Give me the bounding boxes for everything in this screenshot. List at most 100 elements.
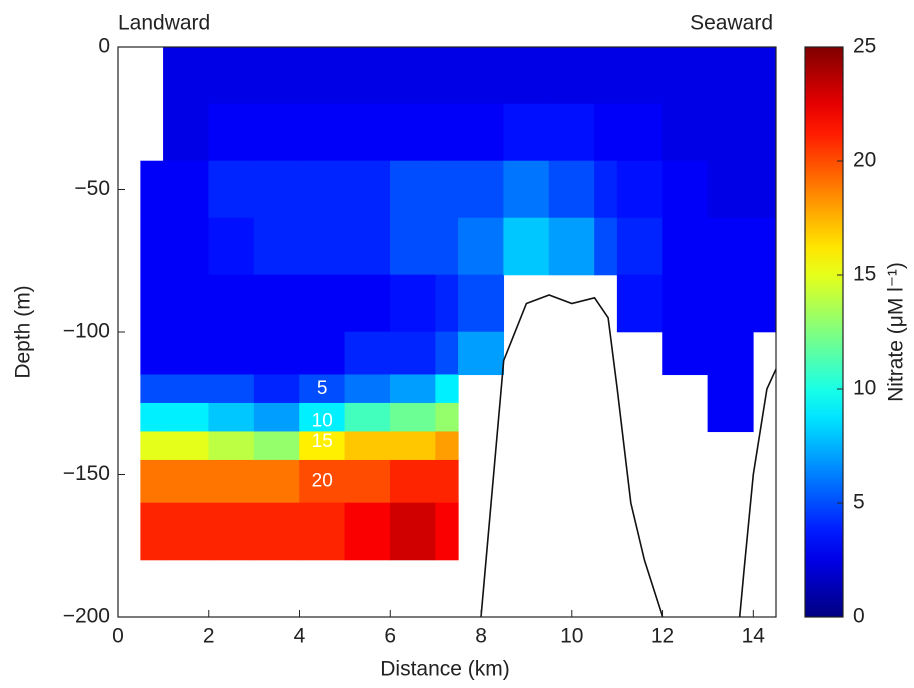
cell xyxy=(389,160,436,219)
contour-label: 5 xyxy=(317,378,328,399)
cell xyxy=(707,402,754,433)
x-tick-label: 14 xyxy=(742,625,766,648)
y-axis-label: Depth (m) xyxy=(12,285,35,378)
cell xyxy=(208,459,255,504)
colorbar-tick-label: 0 xyxy=(853,605,865,628)
cell xyxy=(299,331,346,376)
cell xyxy=(707,217,754,276)
cell xyxy=(707,46,754,105)
cell xyxy=(594,217,618,276)
contour-label: 20 xyxy=(312,471,333,492)
cell xyxy=(662,217,709,276)
y-tick-label: 0 xyxy=(98,35,110,58)
cell xyxy=(208,160,255,219)
cell xyxy=(163,502,210,561)
cell xyxy=(594,46,618,105)
cell xyxy=(253,502,300,561)
cell xyxy=(435,274,459,333)
cell xyxy=(435,46,459,105)
cell xyxy=(548,46,595,105)
cell xyxy=(163,274,210,333)
cell xyxy=(389,46,436,105)
cell xyxy=(753,217,777,276)
cell xyxy=(458,331,505,376)
cell xyxy=(140,274,164,333)
cell xyxy=(616,160,663,219)
cell xyxy=(299,274,346,333)
cell xyxy=(299,374,346,404)
cell xyxy=(389,103,436,162)
cell xyxy=(140,331,164,376)
cell xyxy=(662,46,709,105)
cell xyxy=(503,103,550,162)
colorbar-tick-label: 5 xyxy=(853,491,865,514)
cell xyxy=(208,46,255,105)
cell xyxy=(707,274,754,333)
cell xyxy=(389,402,436,433)
cell xyxy=(707,374,754,404)
cell xyxy=(594,160,618,219)
x-tick-label: 0 xyxy=(112,625,124,648)
colorbar xyxy=(804,46,844,618)
cell xyxy=(299,46,346,105)
cell xyxy=(140,160,164,219)
cell xyxy=(435,217,459,276)
cell xyxy=(616,217,663,276)
y-tick-label: −100 xyxy=(63,320,110,343)
x-tick-label: 2 xyxy=(203,625,215,648)
cell xyxy=(662,274,709,333)
cell xyxy=(208,431,255,461)
cell xyxy=(208,331,255,376)
cell xyxy=(616,46,663,105)
cell xyxy=(458,217,505,276)
cell xyxy=(253,459,300,504)
cell xyxy=(299,160,346,219)
cell xyxy=(435,374,459,404)
cell xyxy=(208,217,255,276)
cell xyxy=(458,274,505,333)
cell xyxy=(435,459,459,504)
cell xyxy=(140,502,164,561)
cell xyxy=(435,502,459,561)
cell xyxy=(389,374,436,404)
cell xyxy=(163,431,210,461)
cell xyxy=(435,402,459,433)
cell xyxy=(344,274,391,333)
cell xyxy=(753,46,777,105)
x-tick-label: 12 xyxy=(651,625,674,648)
colorbar-tick-label: 10 xyxy=(853,377,876,400)
cell xyxy=(253,331,300,376)
contour-label: 15 xyxy=(312,431,333,452)
cell xyxy=(140,217,164,276)
cell xyxy=(548,160,595,219)
x-tick-label: 6 xyxy=(384,625,396,648)
cell xyxy=(344,217,391,276)
cell xyxy=(344,502,391,561)
cell xyxy=(208,274,255,333)
colorbar-tick-label: 20 xyxy=(853,149,876,172)
cell xyxy=(163,160,210,219)
cell xyxy=(299,431,346,461)
cell xyxy=(208,103,255,162)
cell xyxy=(163,46,210,105)
cell xyxy=(662,103,709,162)
cell xyxy=(753,274,777,333)
cell xyxy=(140,459,164,504)
cell xyxy=(299,402,346,433)
bathymetry-line xyxy=(480,294,777,618)
cell xyxy=(208,502,255,561)
cell xyxy=(253,274,300,333)
cell xyxy=(253,217,300,276)
colorbar-tick-label: 15 xyxy=(853,263,876,286)
cell xyxy=(458,103,505,162)
cell xyxy=(548,103,595,162)
cell xyxy=(253,402,300,433)
cell xyxy=(389,431,436,461)
y-tick-label: −50 xyxy=(74,177,110,200)
cell xyxy=(140,374,164,404)
cell xyxy=(253,103,300,162)
cell xyxy=(299,502,346,561)
cell xyxy=(503,217,550,276)
